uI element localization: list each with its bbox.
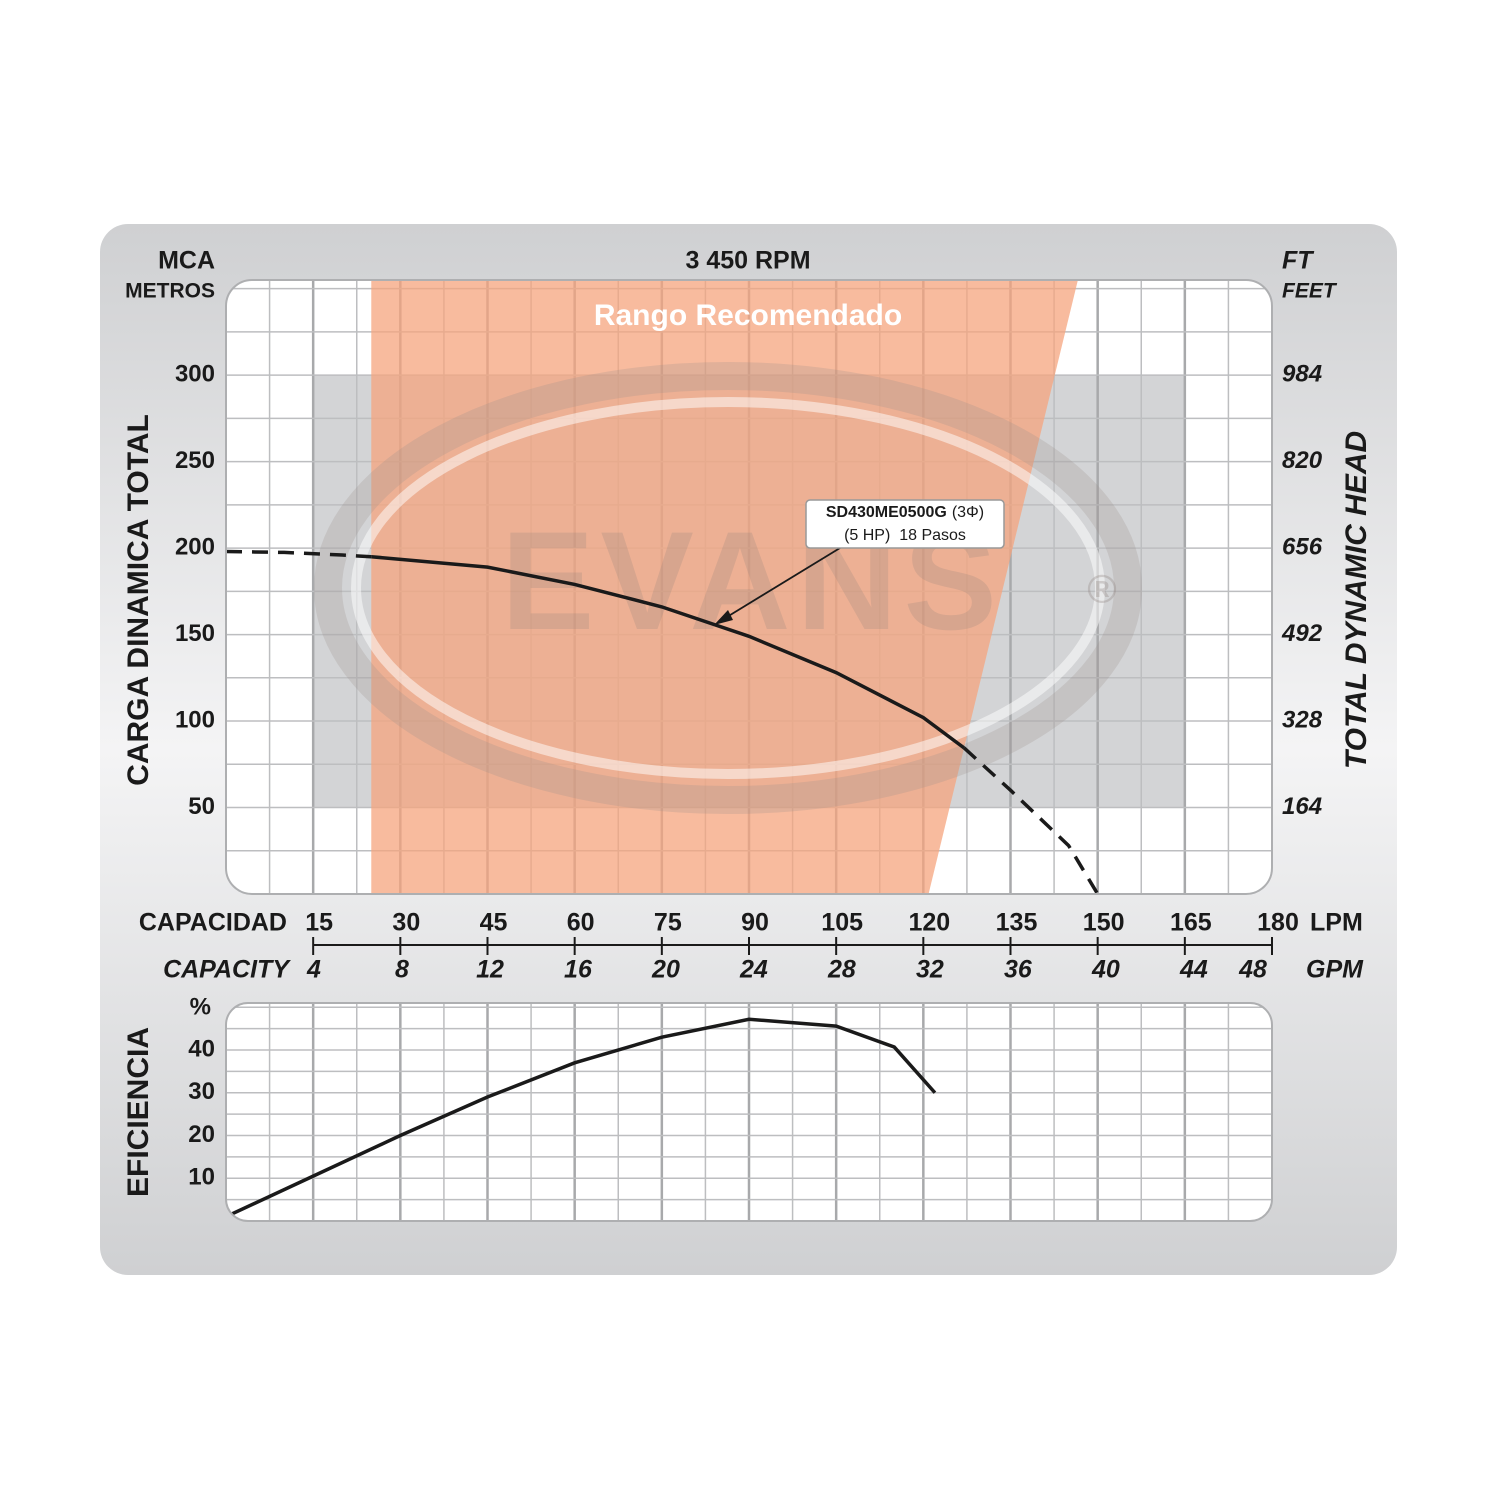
x2-tick-label: 24 xyxy=(739,956,768,984)
x2-unit: GPM xyxy=(1306,956,1364,984)
plot-content: EVANS ® xyxy=(226,280,1272,894)
y2-axis-label: TOTAL DYNAMIC HEAD xyxy=(1340,431,1373,769)
y-axis-label: CARGA DINAMICA TOTAL xyxy=(122,414,155,786)
annotation-arrowhead xyxy=(714,610,733,625)
y-unit: % xyxy=(190,993,211,1020)
y2-tick-label: 984 xyxy=(1282,361,1322,388)
annotation-line2: (5 HP) 18 Pasos xyxy=(844,527,966,544)
x-tick-label: 15 xyxy=(305,909,333,937)
x-axis-label: CAPACIDAD xyxy=(139,909,287,937)
y-tick-label: 10 xyxy=(188,1164,215,1191)
y-axis-label: EFICIENCIA xyxy=(122,1027,155,1197)
x2-tick-label: 20 xyxy=(651,956,680,984)
plot-content xyxy=(226,1003,1272,1221)
y-tick-label: 300 xyxy=(175,360,215,387)
annotation-arrow xyxy=(721,547,841,621)
x-tick-label: 165 xyxy=(1170,909,1212,937)
y2-tick-label: 492 xyxy=(1281,620,1323,647)
x-unit: LPM xyxy=(1310,909,1363,937)
y2-unit-sub: FEET xyxy=(1282,280,1338,303)
y2-tick-label: 328 xyxy=(1282,706,1323,733)
x2-tick-label: 12 xyxy=(476,956,504,984)
x2-tick-label: 40 xyxy=(1091,956,1120,984)
y2-tick-label: 656 xyxy=(1282,534,1323,561)
x2-tick-label: 28 xyxy=(827,956,856,984)
x-tick-label: 90 xyxy=(741,909,769,937)
annotation-bold: SD430ME0500G xyxy=(826,504,947,521)
watermark-mark: ® xyxy=(1087,568,1116,612)
x2-tick-label: 44 xyxy=(1179,956,1208,984)
x2-tick-label: 32 xyxy=(916,956,944,984)
x-tick-label: 180 xyxy=(1257,909,1299,937)
x2-axis-label: CAPACITY xyxy=(163,956,291,984)
x-tick-label: 60 xyxy=(567,909,595,937)
x2-tick-label: 48 xyxy=(1238,956,1267,984)
y-tick-label: 30 xyxy=(188,1078,215,1105)
annotation-rest: (3Φ) xyxy=(952,504,984,521)
x2-tick-label: 8 xyxy=(395,956,409,984)
y-tick-label: 100 xyxy=(175,706,215,733)
y2-tick-label: 820 xyxy=(1282,447,1323,474)
y-tick-label: 50 xyxy=(188,793,215,820)
y-tick-label: 40 xyxy=(188,1035,215,1062)
y-unit: MCA xyxy=(158,247,215,275)
y2-unit: FT xyxy=(1282,247,1315,275)
x2-tick-label: 36 xyxy=(1004,956,1033,984)
plot-border xyxy=(225,279,1273,895)
y-tick-label: 200 xyxy=(175,533,215,560)
plot-border xyxy=(225,1002,1273,1222)
y-tick-label: 250 xyxy=(175,447,215,474)
annotation-box xyxy=(805,499,1005,549)
watermark-ring xyxy=(351,397,1105,779)
y-tick-label: 20 xyxy=(188,1121,215,1148)
watermark-ring xyxy=(314,362,1142,814)
y-tick-label: 150 xyxy=(175,620,215,647)
curve xyxy=(962,746,1100,894)
curve xyxy=(226,1017,937,1219)
curve xyxy=(371,554,966,750)
x-tick-label: 105 xyxy=(821,909,863,937)
annotation-line1: SD430ME0500G (3Φ) xyxy=(826,504,984,521)
x-tick-label: 75 xyxy=(654,909,682,937)
range-label: Rango Recomendado xyxy=(594,299,902,332)
x-tick-label: 150 xyxy=(1083,909,1125,937)
x-tick-label: 45 xyxy=(480,909,508,937)
chart-title: 3 450 RPM xyxy=(685,247,810,275)
x-tick-label: 120 xyxy=(908,909,950,937)
recommended-range xyxy=(371,280,1078,894)
y-unit-sub: METROS xyxy=(125,280,215,303)
y2-tick-label: 164 xyxy=(1282,793,1322,820)
x-tick-label: 135 xyxy=(996,909,1038,937)
x2-tick-label: 4 xyxy=(306,956,321,984)
x2-tick-label: 16 xyxy=(564,956,593,984)
x-tick-label: 30 xyxy=(392,909,420,937)
curve xyxy=(226,549,372,559)
